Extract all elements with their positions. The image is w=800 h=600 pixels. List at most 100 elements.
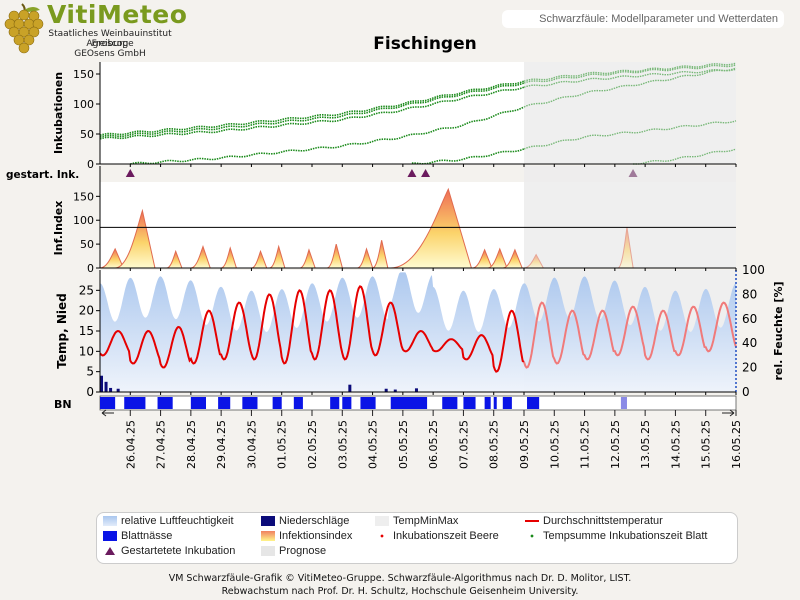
x-tick-label: 03.05.25 <box>336 420 349 469</box>
x-tick-label: 04.05.25 <box>367 420 380 469</box>
y-tick-label: 0 <box>86 385 94 399</box>
model-title: Schwarzfäule: Modellparameter und Wetter… <box>502 10 784 28</box>
triangle-icon <box>105 547 115 555</box>
y2-axis-label-humidity: rel. Feuchte [%] <box>772 282 785 381</box>
legend-item-incleaf: Tempsumme Inkubationszeit Blatt <box>525 530 707 542</box>
legend-item-tempminmax: TempMinMax <box>375 515 458 527</box>
x-tick-label: 14.05.25 <box>669 420 682 469</box>
precip-bar <box>393 389 397 392</box>
brand-name: VitiMeteo <box>47 0 188 29</box>
leafwet-bar <box>100 397 116 409</box>
precip-bar <box>104 381 108 392</box>
legend: relative Luftfeuchtigkeit Niederschläge … <box>96 512 738 564</box>
x-tick-label: 06.05.25 <box>427 420 440 469</box>
x-tick-label: 05.05.25 <box>397 420 410 469</box>
y-tick-label: 50 <box>80 238 94 251</box>
leafwet-bar <box>442 397 458 409</box>
started-incubation-marker <box>421 169 431 177</box>
x-tick-label: 02.05.25 <box>306 420 319 469</box>
leafwet-bar <box>293 397 303 409</box>
leafwet-forecast-bar <box>620 397 627 409</box>
precip-bar <box>348 384 352 392</box>
precip-bar <box>109 387 113 392</box>
x-tick-label: 30.04.25 <box>245 420 258 469</box>
legend-label: relative Luftfeuchtigkeit <box>121 515 234 527</box>
legend-item-triangle: Gestartetete Inkubation <box>103 545 235 557</box>
leafwet-row-label: BN <box>54 398 72 411</box>
infection-index-area <box>166 249 183 269</box>
legend-item-leafwet: Blattnässe <box>103 530 172 542</box>
legend-label: Niederschläge <box>279 515 350 527</box>
grape-icon <box>4 3 44 54</box>
marker-row-label: gestart. Ink. <box>6 169 79 181</box>
started-incubation-marker <box>407 169 417 177</box>
x-tick-label: 15.05.25 <box>700 420 713 469</box>
leafwet-bar <box>527 397 540 409</box>
avg-temperature-forecast <box>523 301 737 369</box>
forecast-shade <box>524 62 736 164</box>
incleaf-swatch <box>525 531 539 541</box>
infection-index-area <box>220 246 238 269</box>
x-tick-label: 29.04.25 <box>215 420 228 469</box>
x-tick-label: 27.04.25 <box>155 420 168 469</box>
tempminmax-swatch <box>375 516 389 526</box>
precip-bar <box>384 388 388 392</box>
footer-line-2: Rebwachstum nach Prof. Dr. H. Schultz, H… <box>221 586 579 597</box>
x-tick-label: 01.05.25 <box>276 420 289 469</box>
y2-tick-label: 20 <box>742 361 757 375</box>
precip-swatch <box>261 516 275 526</box>
incubation-series-line <box>130 106 525 165</box>
y2-tick-label: 60 <box>742 312 757 326</box>
infection-index-area <box>372 240 389 269</box>
x-tick-label: 12.05.25 <box>609 420 622 469</box>
footer: VM Schwarzfäule-Grafik © VitiMeteo-Grupp… <box>0 572 800 598</box>
infection-index-area <box>99 247 125 269</box>
org-line-2: Agroscope <box>86 39 134 49</box>
leafwet-bar <box>484 397 491 409</box>
org-line-1: Staatliches Weinbauinstitut Freiburg <box>48 29 172 49</box>
legend-label: Prognose <box>279 545 327 557</box>
infection-index-area <box>390 187 473 269</box>
infection-index-area <box>357 247 374 269</box>
infection-index-area <box>190 245 211 269</box>
y-tick-label: 5 <box>86 365 94 379</box>
humidity-swatch <box>103 516 117 526</box>
x-tick-label: 07.05.25 <box>457 420 470 469</box>
x-tick-label: 09.05.25 <box>518 420 531 469</box>
x-tick-label: 28.04.25 <box>185 420 198 469</box>
y-tick-label: 20 <box>79 304 94 318</box>
leafwet-bar <box>190 397 206 409</box>
legend-label: Durchschnittstemperatur <box>543 515 663 527</box>
footer-line-1: VM Schwarzfäule-Grafik © VitiMeteo-Grupp… <box>168 573 632 584</box>
legend-item-precip: Niederschläge <box>261 515 349 527</box>
leafwet-bar <box>390 397 428 409</box>
scroll-left-icon <box>101 409 114 417</box>
leafwet-bar <box>502 397 512 409</box>
org-line-3: GEOsens GmbH <box>74 49 146 59</box>
infection-index-area <box>299 248 316 269</box>
legend-label: Gestartetete Inkubation <box>121 545 236 557</box>
y2-tick-label: 100 <box>742 263 765 277</box>
leafwet-bar <box>157 397 173 409</box>
started-incubation-marker <box>628 169 638 177</box>
avg-temperature-line <box>99 285 525 373</box>
y-tick-label: 100 <box>73 214 94 227</box>
x-tick-label: 26.04.25 <box>124 420 137 469</box>
incubation-series-line <box>411 148 525 165</box>
legend-label: TempMinMax <box>393 515 459 527</box>
x-tick-label: 11.05.25 <box>579 420 592 469</box>
y2-tick-label: 40 <box>742 336 757 350</box>
legend-label: Inkubationszeit Beere <box>393 530 499 542</box>
precip-bar <box>100 375 103 392</box>
avgtemp-swatch <box>525 520 539 522</box>
legend-item-incberry: Inkubationszeit Beere <box>375 530 499 542</box>
legend-label: Infektionsindex <box>279 530 353 542</box>
y-tick-label: 150 <box>73 68 94 81</box>
y-tick-label: 0 <box>87 262 94 275</box>
y-axis-label-temp: Temp, Nied <box>55 293 69 368</box>
infection-index-area <box>326 243 344 269</box>
incubation-series-forecast <box>523 64 737 84</box>
precip-bar <box>116 388 120 392</box>
y-tick-label: 100 <box>73 98 94 111</box>
